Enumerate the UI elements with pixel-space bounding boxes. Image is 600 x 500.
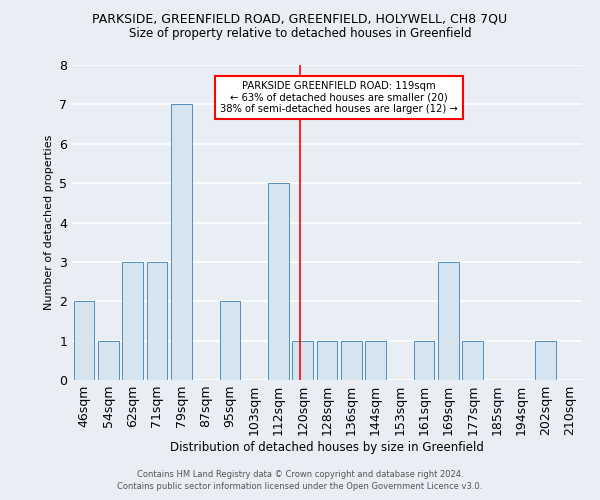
Bar <box>463 340 483 380</box>
Bar <box>365 340 386 380</box>
Bar <box>341 340 362 380</box>
Bar <box>220 301 240 380</box>
Bar <box>414 340 434 380</box>
Bar <box>122 262 143 380</box>
Bar <box>317 340 337 380</box>
Text: Contains public sector information licensed under the Open Government Licence v3: Contains public sector information licen… <box>118 482 482 491</box>
Bar <box>74 301 94 380</box>
Bar <box>146 262 167 380</box>
Bar <box>268 183 289 380</box>
Text: Contains HM Land Registry data © Crown copyright and database right 2024.: Contains HM Land Registry data © Crown c… <box>137 470 463 479</box>
Bar <box>98 340 119 380</box>
Text: PARKSIDE GREENFIELD ROAD: 119sqm
← 63% of detached houses are smaller (20)
38% o: PARKSIDE GREENFIELD ROAD: 119sqm ← 63% o… <box>220 80 458 114</box>
Y-axis label: Number of detached properties: Number of detached properties <box>44 135 53 310</box>
Text: PARKSIDE, GREENFIELD ROAD, GREENFIELD, HOLYWELL, CH8 7QU: PARKSIDE, GREENFIELD ROAD, GREENFIELD, H… <box>92 12 508 26</box>
Bar <box>292 340 313 380</box>
Bar <box>171 104 191 380</box>
Bar <box>535 340 556 380</box>
Text: Size of property relative to detached houses in Greenfield: Size of property relative to detached ho… <box>128 28 472 40</box>
X-axis label: Distribution of detached houses by size in Greenfield: Distribution of detached houses by size … <box>170 441 484 454</box>
Bar <box>438 262 459 380</box>
